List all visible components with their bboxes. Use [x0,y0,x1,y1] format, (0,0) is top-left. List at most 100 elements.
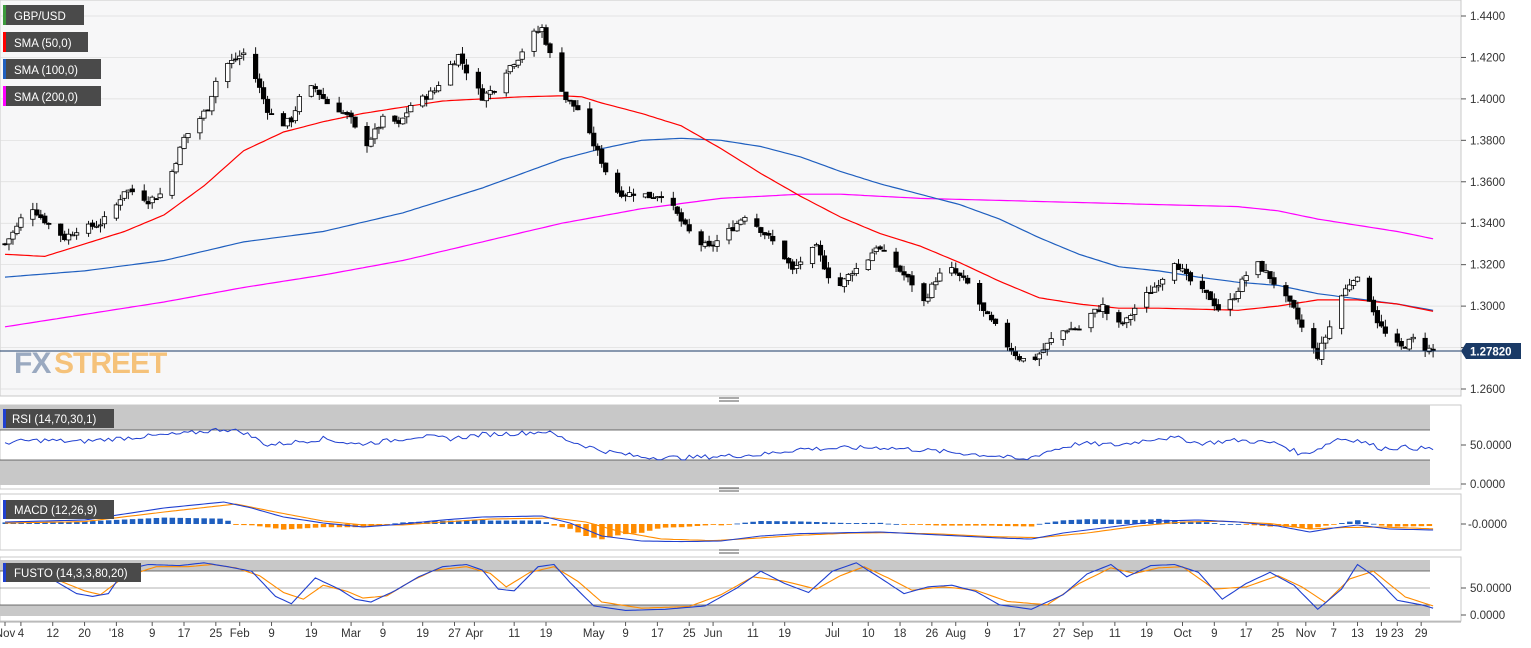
candle-body-up [1323,336,1329,344]
candlestick [873,245,879,255]
macd-hist-bar-neg [981,524,987,526]
time-tick-label: 11 [1109,628,1121,640]
candle-body-up [225,63,231,83]
fusto-oversold-zone [0,605,1430,616]
time-tick-label: 19 [1375,628,1388,640]
macd-hist-bar-pos [519,520,526,524]
macd-hist-bar-pos [185,518,191,524]
candle-body-down [1183,268,1190,275]
candlestick [157,187,163,199]
candlestick [18,213,24,231]
candlestick [714,234,720,252]
candlestick [674,206,680,216]
macd-hist-bar-neg [670,524,677,528]
macd-hist-bar-neg [726,524,732,525]
rsi-tick-label: 0.0000 [1470,479,1505,491]
panel-splitter-fusto[interactable] [719,549,739,554]
candlestick [312,83,318,93]
candle-body-up [1231,298,1237,301]
panel-splitter-macd[interactable] [719,487,739,492]
candlestick [14,222,20,236]
macd-hist-bar-neg [360,524,367,528]
candle-body-up [1346,284,1353,291]
candle-body-down [129,188,135,193]
macd-hist-bar-pos [50,521,56,524]
candlestick [420,94,426,108]
macd-hist-bar-pos [66,521,72,524]
candlestick [738,218,744,226]
macd-hist-bar-neg [233,524,239,525]
candlestick [392,115,398,125]
candle-body-down [615,172,621,193]
candle-body-down [992,318,999,324]
candle-body-down [264,98,271,113]
legend-macd-label: MACD (12,26,9) [14,505,97,517]
candlestick [988,311,995,323]
candle-body-up [296,96,302,113]
macd-hist-bar-pos [1100,519,1106,524]
time-tick-label: Nov [0,628,15,640]
candlestick [404,107,410,124]
macd-hist-bar-pos [734,523,740,525]
legend-macd[interactable]: MACD (12,26,9) [3,500,114,519]
candlestick [1406,338,1412,351]
macd-hist-bar-neg [312,524,319,528]
fusto-k-line [4,562,1434,611]
candle-body-down [58,223,64,236]
macd-hist-bar-neg [1323,524,1329,526]
candlestick [658,191,664,203]
macd-hist-bar-pos [806,521,812,524]
macd-hist-bar-neg [599,524,605,540]
rsi-tick-label: 50.0000 [1470,440,1512,452]
candle-body-down [599,148,605,164]
candle-body-up [432,90,438,93]
macd-hist-bar-pos [193,518,199,524]
macd-hist-bar-neg [718,524,725,526]
candlestick [436,81,442,93]
macd-hist-bar-pos [1052,521,1059,524]
candle-body-up [1048,338,1054,343]
candle-body-up [869,252,875,262]
candlestick [372,123,378,144]
candlestick [599,145,605,168]
macd-hist-bar-pos [1132,519,1138,524]
candle-body-down [1394,333,1400,343]
candle-body-down [312,86,318,90]
candlestick [74,227,80,240]
legend-sma200[interactable]: SMA (200,0) [3,86,101,106]
fusto-tick-label: 0.0000 [1470,610,1505,622]
candlestick [1299,314,1305,333]
candle-body-up [511,64,517,68]
candle-body-down [316,89,322,95]
panel-splitter-rsi[interactable] [719,397,739,402]
candle-body-down [909,275,915,286]
candle-body-up [420,95,426,107]
macd-hist-bar-neg [702,524,709,526]
macd-hist-bar-pos [1044,522,1051,524]
macd-hist-bar-neg [241,524,247,526]
legend-symbol[interactable]: GBP/USD [3,5,84,25]
macd-hist-bar-neg [710,524,717,525]
candlestick [447,60,454,86]
candlestick [786,257,792,269]
macd-hist-bar-pos [97,520,104,524]
macd-hist-bar-pos [463,520,470,524]
legend-sma50[interactable]: SMA (50,0) [3,32,88,52]
legend-sma100[interactable]: SMA (100,0) [3,59,101,79]
candle-body-down [658,196,664,199]
candlestick [225,62,231,89]
candle-body-up [74,232,80,236]
legend-rsi[interactable]: RSI (14,70,30,1) [3,409,114,428]
candlestick [575,100,581,111]
time-tick-label: 17 [178,628,191,640]
candlestick [364,122,370,153]
candlestick [1199,274,1205,293]
legend-fusto[interactable]: FUSTO (14,3,3,80,20) [3,563,141,582]
candle-body-up [1152,286,1158,293]
macd-main-line [4,501,1434,543]
candle-body-down [1370,299,1377,313]
macd-hist-bar-neg [575,524,581,533]
candle-body-up [447,64,454,86]
candlestick [368,136,374,148]
